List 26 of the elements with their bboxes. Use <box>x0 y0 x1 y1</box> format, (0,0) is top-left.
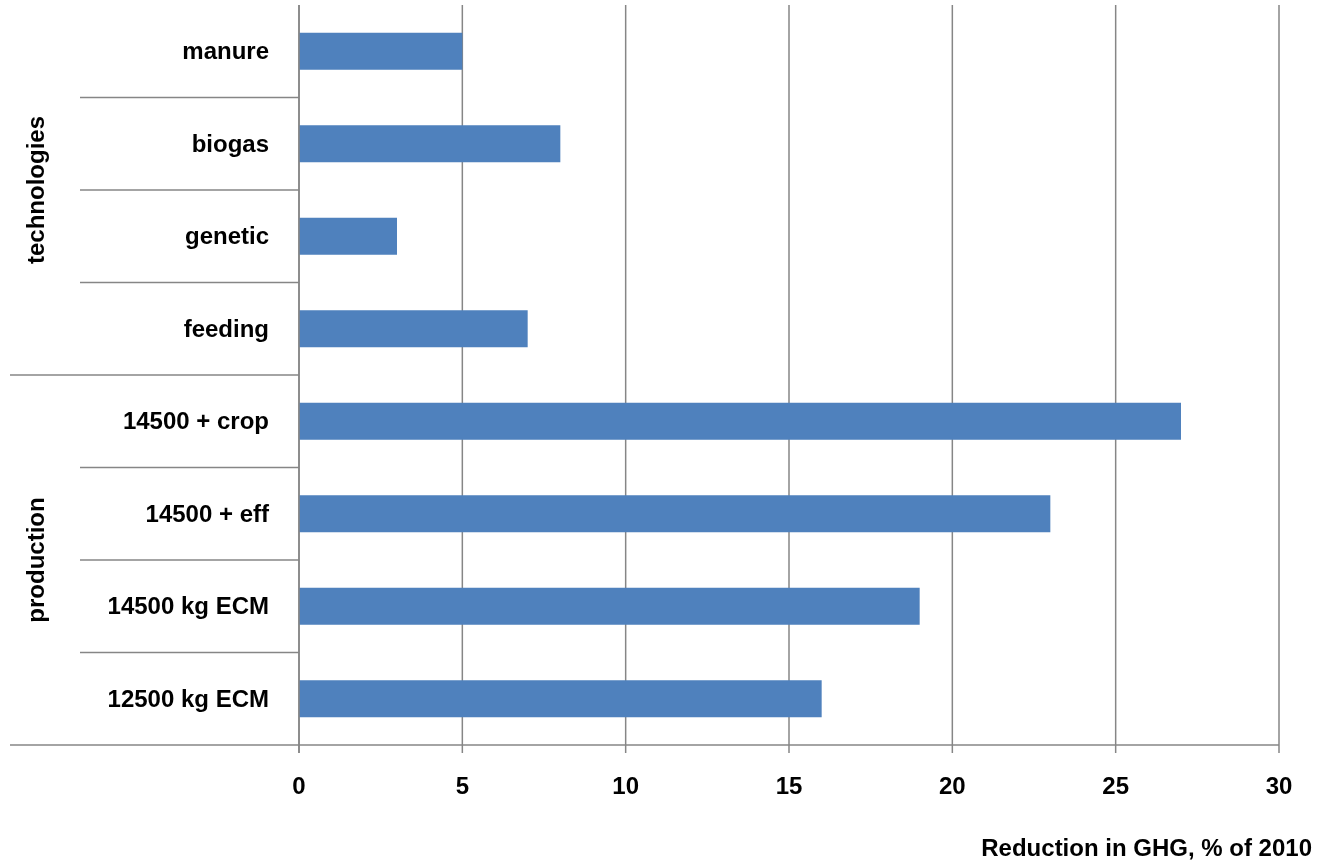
bar <box>299 495 1051 533</box>
y-tick-label: biogas <box>191 129 269 157</box>
x-tick-label: 5 <box>455 772 470 799</box>
x-tick-label: 15 <box>775 772 803 799</box>
x-axis-title: Reduction in GHG, % of 2010 <box>981 834 1312 861</box>
y-tick-label: 14500 + crop <box>122 407 269 435</box>
x-tick-label: 0 <box>292 772 306 799</box>
x-tick-label: 30 <box>1265 772 1293 799</box>
y-tick-label: 14500 + eff <box>145 499 271 527</box>
bar <box>299 217 397 255</box>
x-tick-label: 25 <box>1102 772 1130 799</box>
y-tick-label: feeding <box>183 314 269 342</box>
text: production <box>22 497 49 623</box>
y-tick-label: manure <box>182 37 269 65</box>
text: technologies <box>22 115 49 265</box>
bar <box>299 125 561 163</box>
bar <box>299 310 528 348</box>
y-tick-label: genetic <box>184 222 269 250</box>
bar <box>299 32 463 70</box>
x-tick-label: 20 <box>938 772 966 799</box>
bar <box>299 680 822 718</box>
y-tick-label: 12500 kg ECM <box>107 684 269 712</box>
y-tick-label: 14500 kg ECM <box>107 592 269 620</box>
bar <box>299 402 1181 440</box>
x-tick-label: 10 <box>612 772 640 799</box>
bar <box>299 587 920 625</box>
